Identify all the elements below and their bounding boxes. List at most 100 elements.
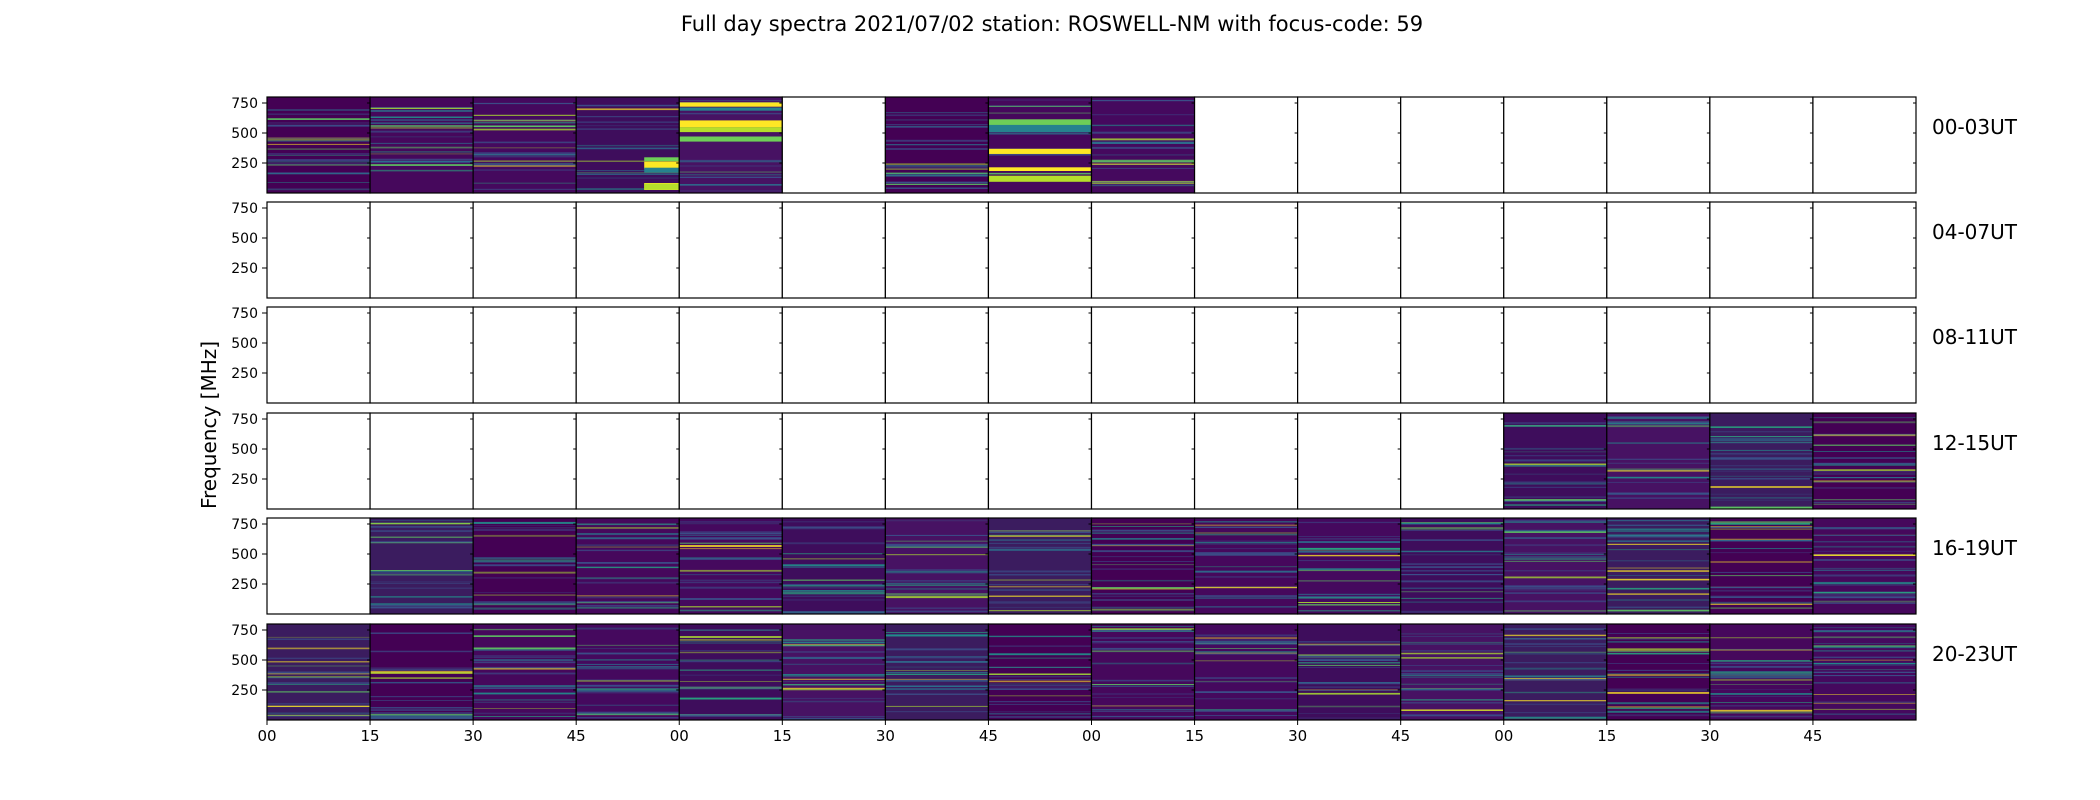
spectrum-line [576, 160, 680, 162]
empty-panel-bg [782, 202, 886, 298]
spectrum-line [1606, 422, 1710, 424]
spectrum-line [1091, 99, 1195, 102]
spectrum-line [1503, 552, 1607, 555]
spectrum-line [1091, 114, 1195, 116]
y-axis-label: Frequency [MHz] [197, 341, 221, 509]
spectrum-panel [884, 96, 990, 194]
spectrum-panel [678, 412, 783, 510]
spectrum-line [679, 537, 783, 540]
spectrum-line [679, 534, 783, 536]
spectrum-line [1709, 571, 1813, 573]
spectrum-line [1194, 533, 1298, 536]
spectrum-line [1812, 417, 1916, 419]
spectrum-line [1400, 580, 1504, 583]
spectrum-line [1194, 597, 1298, 599]
spectrum-line [1091, 629, 1195, 631]
spectrum-panel [369, 623, 474, 721]
spectrum-panel [884, 517, 990, 615]
spectrum-line [782, 542, 886, 545]
spectrum-line [988, 679, 1092, 681]
spectrum-line [1194, 526, 1298, 528]
spectrum-line [782, 595, 886, 597]
spectrum-panel [266, 306, 371, 404]
spectrum-line [1503, 667, 1607, 670]
spectrum-line [1812, 663, 1916, 666]
spectrum-line [1812, 630, 1916, 633]
spectrum-bg [1709, 518, 1813, 614]
spectrum-line [1709, 603, 1813, 605]
spectrum-line [885, 678, 989, 680]
spectrum-line [370, 570, 474, 571]
spectrum-line [1400, 673, 1504, 675]
spectrum-panel [1709, 96, 1814, 194]
spectrum-line [370, 119, 474, 121]
spectrum-line [473, 656, 577, 657]
spectrum-line [1091, 685, 1195, 687]
spectrum-line [679, 545, 783, 547]
spectrum-line [576, 527, 680, 529]
spectrum-line [1091, 532, 1195, 534]
spectrum-line [576, 648, 680, 649]
spectrum-line [1812, 585, 1916, 586]
spectrum-line [1812, 464, 1916, 466]
spectrum-line [1091, 650, 1195, 653]
spectrum-line [679, 521, 783, 523]
spectrum-line [370, 605, 474, 606]
spectrum-line [267, 118, 371, 120]
spectrum-panel [1193, 517, 1299, 615]
spectrum-line [1400, 709, 1504, 711]
spectrum-line [1709, 506, 1813, 509]
spectrum-line [988, 546, 1092, 549]
spectrum-line [267, 122, 371, 124]
spectrum-line [1400, 539, 1504, 541]
empty-panel-bg [370, 413, 474, 509]
spectrum-line [370, 716, 474, 719]
spectrum-line [1812, 662, 1916, 665]
spectrum-line [1297, 664, 1401, 666]
spectrum-line [370, 169, 474, 172]
spectrum-line [1091, 181, 1195, 184]
spectrum-line [370, 696, 474, 698]
spectrum-line [370, 681, 474, 684]
spectrum-line [1400, 687, 1504, 690]
spectrum-panel [781, 412, 886, 510]
empty-panel-bg [1709, 307, 1813, 403]
spectrum-line [1400, 657, 1504, 659]
spectrum-line [473, 577, 577, 579]
spectrum-line [370, 713, 474, 716]
spectrum-line [1606, 425, 1710, 428]
x-tick-label: 15 [1185, 727, 1204, 745]
spectrum-bg [1606, 518, 1710, 614]
x-tick-label: 00 [1494, 727, 1513, 745]
spectrum-line [1091, 599, 1195, 601]
spectrum-line [988, 685, 1092, 687]
panel-frame [1812, 201, 1917, 299]
spectrum-line [370, 682, 474, 683]
spectrum-line [1091, 550, 1195, 553]
spectrum-line [782, 558, 886, 560]
spectrum-line [988, 606, 1092, 608]
spectrum-line [1503, 638, 1607, 639]
spectrum-line [576, 704, 680, 706]
spectrum-line [1812, 503, 1916, 505]
spectrum-line [885, 165, 989, 167]
spectrum-line [885, 582, 989, 585]
spectrum-line [1709, 589, 1813, 592]
spectrum-line [1503, 645, 1607, 648]
spectrum-line [473, 165, 577, 167]
spectrum-line [1297, 682, 1401, 683]
spectrum-line [370, 158, 474, 161]
spectrum-line [988, 584, 1092, 585]
spectrum-line [782, 611, 886, 612]
spectrum-line [1812, 713, 1916, 715]
spectrum-line [1297, 690, 1401, 691]
spectrum-line [1400, 527, 1504, 530]
spectrum-line [473, 699, 577, 701]
spectrum-panel [884, 201, 990, 299]
spectrum-line [1297, 717, 1401, 719]
empty-panel-bg [1400, 307, 1504, 403]
spectrum-line [1400, 570, 1504, 572]
spectrum-line [988, 653, 1092, 656]
spectrum-line [1606, 593, 1710, 595]
spectrum-line [473, 649, 577, 651]
